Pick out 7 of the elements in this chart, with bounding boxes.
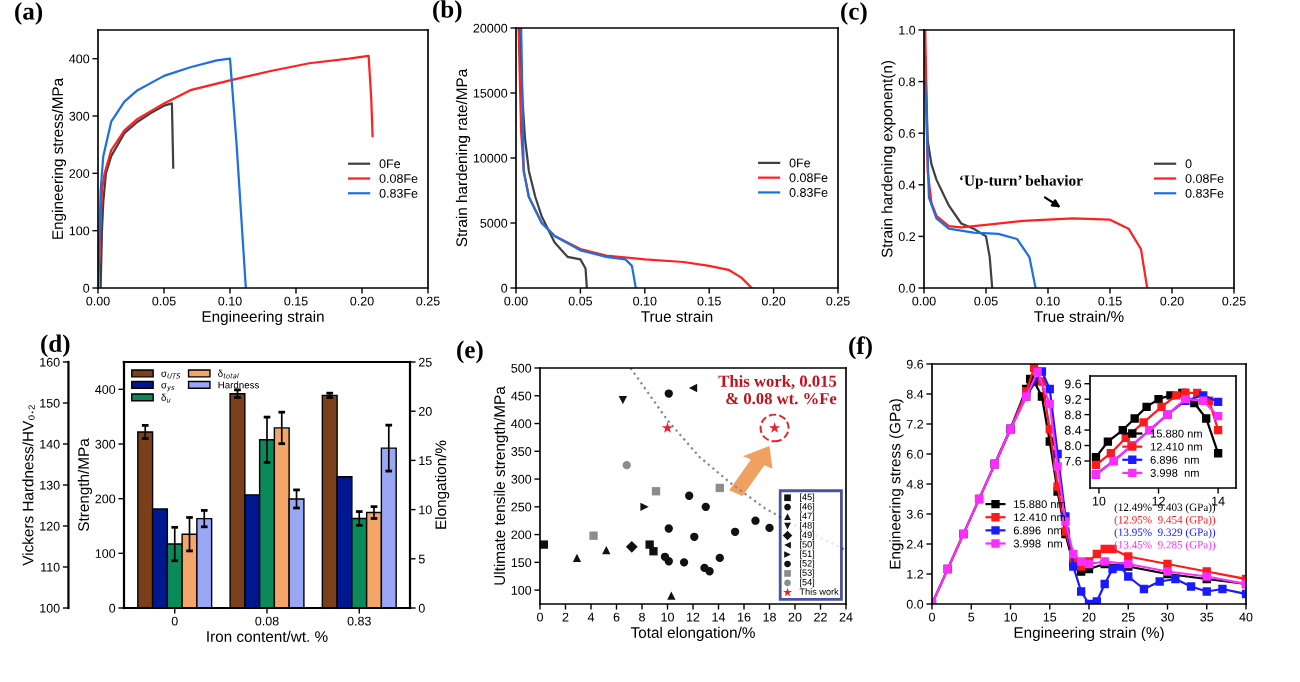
chart-title: (b) [433,0,462,23]
chart-title: (c) [841,2,867,25]
annotation: This work, 0.015 & 0.08 wt. %Fe [718,375,837,405]
chart-title: (d) [41,334,70,358]
chart-title: (e) [457,340,483,364]
chart-title: (a) [15,2,43,25]
chart-title: (f) [849,336,872,360]
